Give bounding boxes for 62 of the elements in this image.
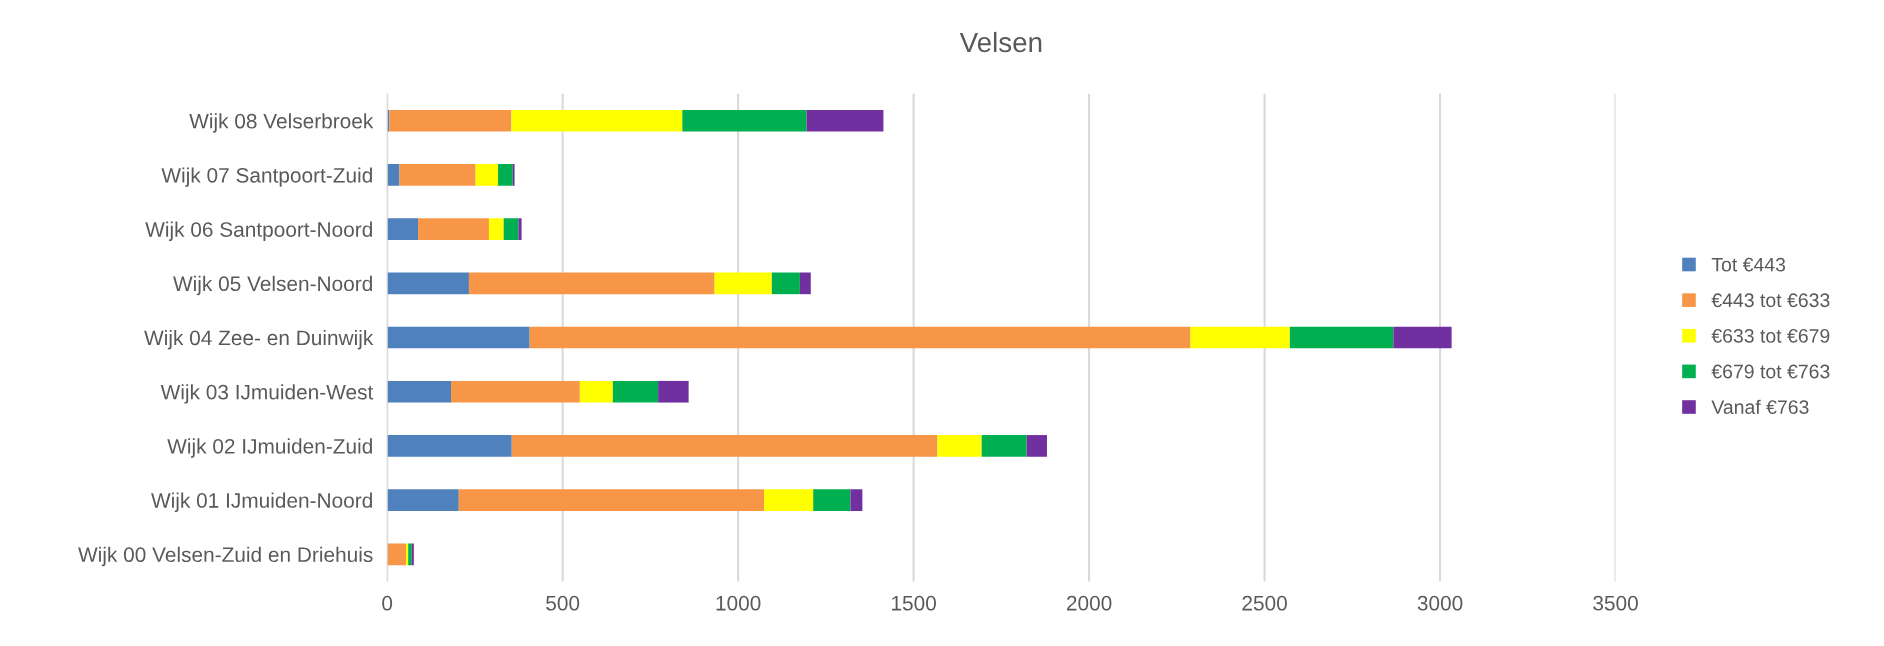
bar [682,109,807,132]
bar [468,272,715,295]
bar [387,380,452,403]
x-tick-label: 500 [546,595,580,611]
legend-label: Tot €443 [1711,257,1786,272]
x-tick-label: 1500 [892,595,936,611]
legend-label: €443 tot €633 [1711,293,1830,308]
bar [387,543,407,566]
bar [503,218,519,240]
bar [387,326,530,349]
bar [458,489,765,511]
bar [387,218,419,240]
y-tick-label: Wijk 08 Velserbroek [189,113,374,133]
bar [850,489,863,511]
bar [579,380,613,403]
bar [389,109,512,132]
bar [387,489,459,511]
y-tick-label: Wijk 05 Velsen-Noord [173,275,372,296]
bar [387,435,512,457]
x-tick-label: 3000 [1417,595,1463,611]
y-tick-label: Wijk 02 IJmuiden-Zuid [167,438,372,458]
legend-label: €633 tot €679 [1711,328,1830,343]
x-tick-label: 0 [382,595,393,611]
bar [771,272,800,295]
bar [714,272,772,295]
bar [799,272,811,295]
bar [981,435,1027,457]
chart-title: Velsen [959,31,1042,53]
y-tick-label: Wijk 07 Santpoort-Zuid [161,167,372,187]
bar [612,380,659,403]
bar [451,380,580,403]
bar [511,109,683,132]
x-tick-label: 3500 [1593,595,1638,611]
bar [1190,326,1290,349]
x-tick-label: 1000 [716,595,761,611]
bar [529,326,1191,349]
bar [511,435,938,457]
y-tick-label: Wijk 03 IJmuiden-West [160,384,374,404]
bar [658,380,689,403]
y-tick-label: Wijk 01 IJmuiden-Noord [151,492,372,512]
bar [813,489,851,511]
y-tick-label: Wijk 06 Santpoort-Noord [145,221,372,242]
bar [488,218,504,240]
bar [418,218,489,240]
bar [806,109,884,132]
x-tick-label: 2500 [1242,595,1287,611]
bar [518,218,522,240]
x-tick-label: 2000 [1066,595,1112,611]
legend-label: Vanaf €763 [1711,399,1809,415]
bar [498,164,513,186]
bar [1393,326,1452,349]
bar [937,435,982,457]
bar [764,489,814,511]
bar [1026,435,1047,457]
bar [475,164,499,186]
y-tick-label: Wijk 00 Velsen-Zuid en Driehuis [78,546,373,567]
y-tick-label: Wijk 04 Zee- en Duinwijk [144,329,374,350]
legend-label: €679 tot €763 [1711,364,1830,379]
bar [387,164,400,186]
bar [387,272,469,295]
bar [1289,326,1394,349]
bar [399,164,476,186]
